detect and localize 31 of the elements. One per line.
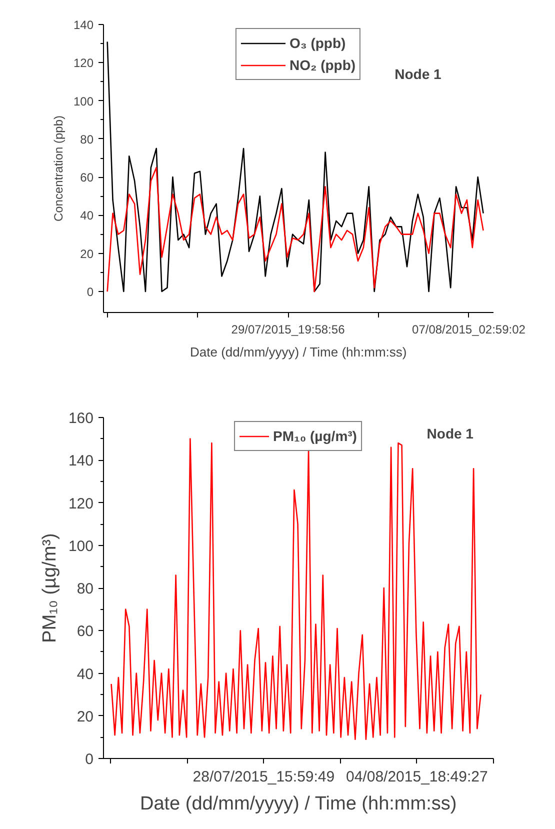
annotation: Node 1 bbox=[426, 425, 474, 442]
y-axis-title: Concentration (ppb) bbox=[51, 115, 66, 222]
y-tick-label: 120 bbox=[73, 56, 94, 70]
y-tick-label: 140 bbox=[68, 452, 94, 470]
y-tick-label: 40 bbox=[80, 208, 94, 223]
legend-label: NO₂ (ppb) bbox=[289, 57, 356, 73]
legend-label: O₃ (ppb) bbox=[289, 35, 346, 51]
x-tick-label: 28/07/2015_15:59:49 bbox=[192, 768, 335, 786]
y-tick-label: 100 bbox=[68, 538, 94, 555]
y-tick-label: 60 bbox=[80, 170, 94, 185]
y-tick-label: 0 bbox=[86, 285, 94, 300]
x-axis-title: Date (dd/mm/yyyy) / Time (hh:mm:ss) bbox=[190, 344, 407, 360]
y-tick-label: 140 bbox=[73, 18, 94, 32]
y-tick-label: 60 bbox=[76, 623, 94, 640]
x-axis-title: Date (dd/mm/yyyy) / Time (hh:mm:ss) bbox=[140, 794, 457, 814]
y-tick-label: 100 bbox=[73, 94, 94, 108]
y-tick-label: 160 bbox=[68, 410, 94, 427]
line-series bbox=[106, 166, 484, 292]
y-tick-label: 20 bbox=[76, 708, 94, 726]
y-tick-label: 0 bbox=[85, 751, 94, 768]
annotation: Node 1 bbox=[394, 66, 442, 82]
y-tick-label: 80 bbox=[80, 132, 94, 146]
legend-label: PM₁₀ (µg/m³) bbox=[273, 428, 357, 444]
x-tick-label: 07/08/2015_02:59:02 bbox=[412, 322, 526, 336]
y-tick-label: 20 bbox=[80, 246, 94, 261]
y-tick-label: 40 bbox=[76, 666, 94, 683]
x-tick-label: 29/07/2015_19:58:56 bbox=[231, 322, 346, 336]
y-axis-title: PM₁₀ (µg/m³) bbox=[39, 533, 60, 643]
y-tick-label: 120 bbox=[68, 495, 94, 512]
x-tick-label: 04/08/2015_18:49:27 bbox=[346, 768, 488, 786]
y-tick-label: 80 bbox=[76, 580, 94, 598]
